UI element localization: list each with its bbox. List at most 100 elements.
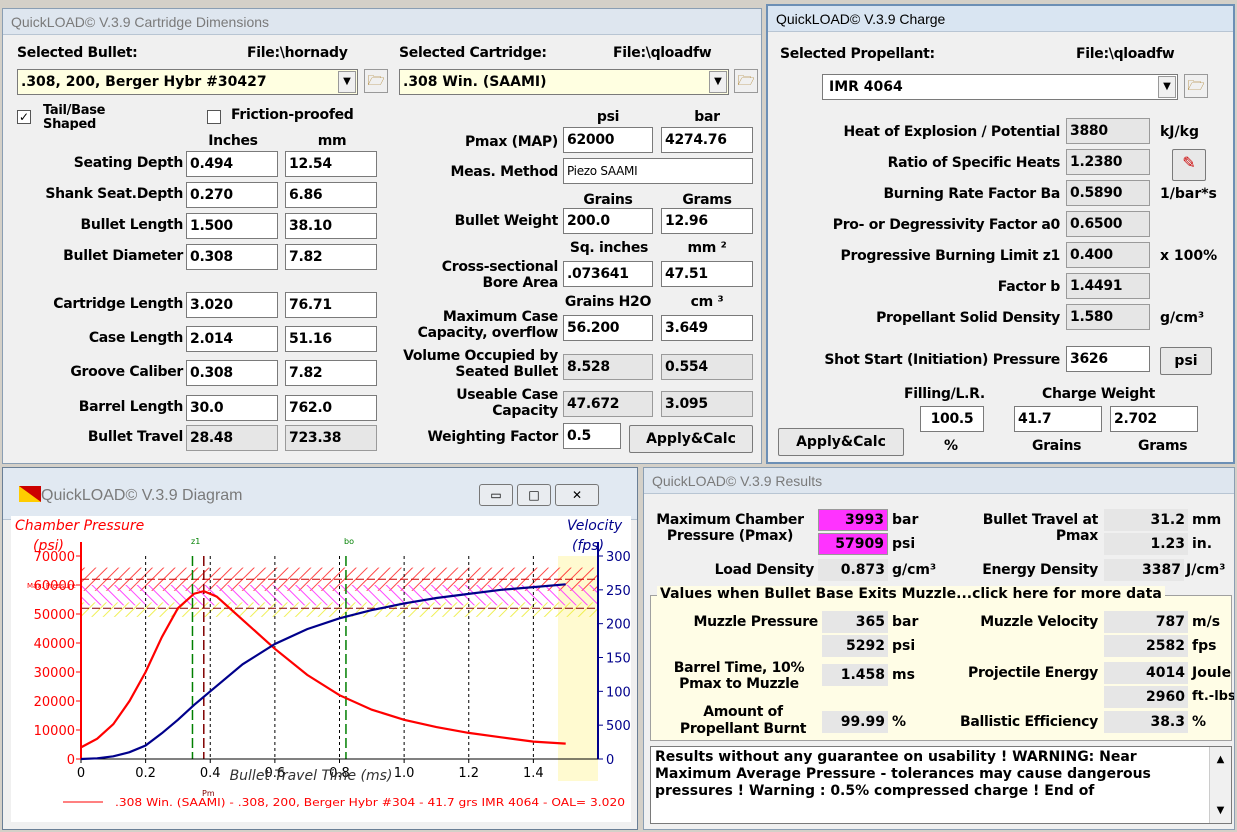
results-title[interactable]: QuickLOAD© V.3.9 Results bbox=[644, 468, 1234, 494]
x-tick-label: 0.8 bbox=[329, 766, 350, 781]
open-cartridge-folder-icon[interactable]: 🗁 bbox=[734, 69, 758, 93]
cartridge-select[interactable]: .308 Win. (SAAMI) ▼ bbox=[399, 69, 729, 95]
muzzle-pressure-bar: 365 bbox=[822, 611, 888, 633]
right-axis-title: Velocity bbox=[567, 518, 623, 534]
groove-caliber-in[interactable]: 0.308 bbox=[186, 360, 278, 386]
y-tick-label: 70000 bbox=[34, 550, 75, 565]
open-propellant-folder-icon[interactable]: 🗁 bbox=[1184, 74, 1208, 98]
memo-scrollbar[interactable]: ▲ ▼ bbox=[1209, 747, 1231, 823]
meas-method-field[interactable]: Piezo SAAMI bbox=[563, 158, 753, 184]
minimize-icon[interactable]: ▭ bbox=[479, 484, 513, 506]
cartridge-length-in[interactable]: 3.020 bbox=[186, 292, 278, 318]
results-memo[interactable]: Results without any guarantee on usabili… bbox=[650, 746, 1232, 824]
col-grh2o-header: Grains H2O bbox=[564, 294, 652, 310]
filling-pct-label: % bbox=[944, 438, 958, 454]
velocity-series-line bbox=[80, 583, 566, 761]
charge-grams-field[interactable]: 2.702 bbox=[1110, 406, 1198, 432]
bullet-diameter-label: Bullet Diameter bbox=[63, 248, 183, 264]
pmax-bar-field[interactable]: 4274.76 bbox=[661, 127, 753, 153]
muzzle-values-group-title[interactable]: Values when Bullet Base Exits Muzzle...c… bbox=[657, 586, 1165, 602]
bore-area-sqin[interactable]: .073641 bbox=[563, 261, 653, 287]
charge-weight-label: Charge Weight bbox=[1042, 386, 1156, 402]
charge-window: QuickLOAD© V.3.9 Charge Selected Propell… bbox=[766, 4, 1235, 464]
dims-apply-calc-button[interactable]: Apply&Calc bbox=[629, 425, 753, 453]
bullet-select[interactable]: .308, 200, Berger Hybr #30427 ▼ bbox=[17, 69, 358, 95]
charge-title[interactable]: QuickLOAD© V.3.9 Charge bbox=[768, 6, 1233, 32]
bullet-diameter-mm[interactable]: 7.82 bbox=[285, 244, 377, 270]
pressure-velocity-chart: Chamber Pressure (psi) Velocity (fps) z1… bbox=[11, 516, 631, 822]
y-tick-label: 10000 bbox=[34, 724, 75, 739]
charge-apply-calc-button[interactable]: Apply&Calc bbox=[778, 428, 904, 456]
col-bar-header: bar bbox=[694, 109, 720, 125]
plot-area: 0100002000030000400005000060000700000500… bbox=[34, 542, 631, 781]
shot-start-field[interactable]: 3626 bbox=[1066, 346, 1150, 372]
shank-seat-depth-in[interactable]: 0.270 bbox=[186, 182, 278, 208]
cartridge-dimensions-title[interactable]: QuickLOAD© V.3.9 Cartridge Dimensions bbox=[3, 9, 761, 35]
bo-marker-label: bo bbox=[344, 537, 354, 546]
projectile-energy-ftlbs: 2960 bbox=[1104, 686, 1188, 708]
bullet-weight-grains[interactable]: 200.0 bbox=[563, 208, 653, 234]
bullet-length-in[interactable]: 1.500 bbox=[186, 213, 278, 239]
y-tick-label: 30000 bbox=[34, 666, 75, 681]
right-axis-unit: (fps) bbox=[572, 538, 604, 554]
edit-propellant-icon[interactable]: ✎ bbox=[1172, 149, 1206, 181]
x-axis-title: Bullet Travel Time (ms) bbox=[230, 768, 393, 784]
pmax-psi-field[interactable]: 62000 bbox=[563, 127, 653, 153]
col-psi-header: psi bbox=[596, 109, 620, 125]
case-capacity-grains[interactable]: 56.200 bbox=[563, 315, 653, 341]
bullet-travel-pmax-in: 1.23 bbox=[1104, 533, 1188, 555]
x-tick-label: 0.6 bbox=[265, 766, 286, 781]
x-tick-label: 0.2 bbox=[135, 766, 156, 781]
mp-psi-unit: psi bbox=[892, 638, 916, 654]
scroll-down-icon[interactable]: ▼ bbox=[1216, 805, 1225, 816]
weighting-factor-field[interactable]: 0.5 bbox=[563, 423, 621, 449]
case-length-mm[interactable]: 51.16 bbox=[285, 326, 377, 352]
cartridge-length-mm[interactable]: 76.71 bbox=[285, 292, 377, 318]
bullet-diameter-in[interactable]: 0.308 bbox=[186, 244, 278, 270]
scroll-up-icon[interactable]: ▲ bbox=[1216, 754, 1225, 765]
filling-field[interactable]: 100.5 bbox=[920, 406, 984, 432]
bullet-length-label: Bullet Length bbox=[80, 217, 184, 233]
barrel-time-value: 1.458 bbox=[822, 664, 888, 686]
tail-base-checkbox[interactable]: ✓ bbox=[17, 110, 31, 124]
chevron-down-icon[interactable]: ▼ bbox=[1158, 76, 1176, 98]
col-mm2-header: mm ² bbox=[687, 240, 727, 256]
propellant-select[interactable]: IMR 4064 ▼ bbox=[822, 74, 1178, 100]
max-chamber-pressure-bar: 3993 bbox=[818, 509, 888, 531]
max-pressure-label: Max. Pressure bbox=[27, 582, 76, 590]
results-memo-text: Results without any guarantee on usabili… bbox=[655, 749, 1151, 799]
seating-depth-mm[interactable]: 12.54 bbox=[285, 151, 377, 177]
case-length-label: Case Length bbox=[88, 330, 183, 346]
mcp-psi-unit: psi bbox=[892, 536, 916, 552]
shot-start-unit-button[interactable]: psi bbox=[1160, 347, 1212, 375]
pressure-series-line bbox=[80, 589, 566, 749]
friction-proofed-label: Friction-proofed bbox=[231, 107, 354, 123]
propellant-label: Selected Propellant: bbox=[780, 46, 935, 62]
chevron-down-icon[interactable]: ▼ bbox=[709, 71, 727, 93]
groove-caliber-mm[interactable]: 7.82 bbox=[285, 360, 377, 386]
case-capacity-label: Maximum Case Capacity, overflow bbox=[417, 309, 559, 341]
chevron-down-icon[interactable]: ▼ bbox=[338, 71, 356, 93]
bullet-length-mm[interactable]: 38.10 bbox=[285, 213, 377, 239]
bullet-weight-grams[interactable]: 12.96 bbox=[661, 208, 753, 234]
y-tick-label: 60000 bbox=[34, 579, 75, 594]
charge-grains-field[interactable]: 41.7 bbox=[1014, 406, 1102, 432]
weighting-factor-label: Weighting Factor bbox=[427, 429, 559, 445]
maximize-icon[interactable]: □ bbox=[517, 484, 551, 506]
case-length-in[interactable]: 2.014 bbox=[186, 326, 278, 352]
degressivity-label: Pro- or Degressivity Factor a0 bbox=[832, 217, 1061, 233]
case-capacity-cm3[interactable]: 3.649 bbox=[661, 315, 753, 341]
seating-depth-in[interactable]: 0.494 bbox=[186, 151, 278, 177]
bore-area-mm2[interactable]: 47.51 bbox=[661, 261, 753, 287]
z1-marker-label: z1 bbox=[191, 537, 200, 546]
tail-base-label: Tail/Base Shaped bbox=[43, 104, 106, 130]
friction-proofed-checkbox[interactable] bbox=[207, 110, 221, 124]
barrel-length-mm[interactable]: 762.0 bbox=[285, 395, 377, 421]
open-bullet-folder-icon[interactable]: 🗁 bbox=[364, 69, 388, 93]
barrel-length-in[interactable]: 30.0 bbox=[186, 395, 278, 421]
close-icon[interactable]: ✕ bbox=[555, 484, 599, 506]
bullet-travel-pmax-mm: 31.2 bbox=[1104, 509, 1188, 531]
ballistic-efficiency-label: Ballistic Efficiency bbox=[959, 714, 1098, 730]
muzzle-velocity-fps: 2582 bbox=[1104, 635, 1188, 657]
shank-seat-depth-mm[interactable]: 6.86 bbox=[285, 182, 377, 208]
